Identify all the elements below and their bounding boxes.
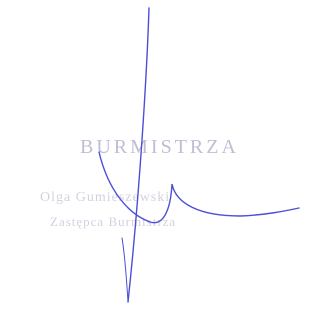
document: BURMISTRZA Olga Gumieszewski Zastępca Bu…	[0, 0, 300, 309]
signature-stroke	[122, 238, 128, 302]
signature-stroke	[99, 152, 299, 223]
signature-stroke	[128, 8, 149, 302]
signature	[0, 0, 300, 309]
